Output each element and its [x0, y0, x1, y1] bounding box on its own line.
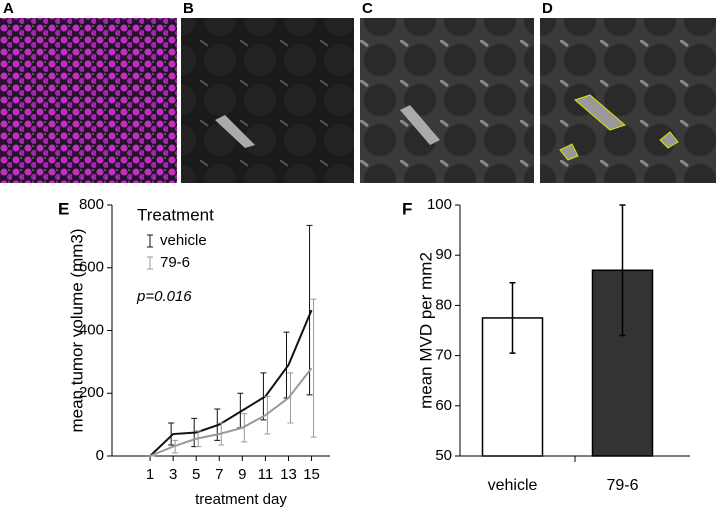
- panel-label: A: [3, 0, 14, 17]
- y-tick-label: 50: [435, 447, 452, 464]
- legend-swatch: [147, 256, 153, 270]
- error-bar: [509, 282, 516, 354]
- error-bar: [264, 395, 271, 435]
- y-tick-label: 100: [427, 196, 452, 213]
- legend-swatch: [147, 234, 153, 248]
- x-tick-label: 3: [169, 466, 177, 483]
- y-axis-label: mean tumor volume (mm3): [67, 228, 86, 432]
- line: [149, 309, 313, 457]
- line: [149, 367, 313, 457]
- legend-title: Treatment: [137, 205, 214, 224]
- legend-label: vehicle: [160, 232, 207, 249]
- micrograph: [360, 18, 534, 183]
- y-tick-label: 600: [79, 259, 104, 276]
- y-tick-label: 400: [79, 321, 104, 338]
- error-bar: [260, 372, 267, 421]
- vessel-outline: [559, 94, 679, 161]
- panel-label: E: [58, 199, 69, 218]
- y-tick-label: 800: [79, 196, 104, 213]
- annotation: p=0.016: [136, 288, 192, 305]
- x-axis-label: treatment day: [195, 491, 287, 508]
- y-tick-label: 200: [79, 384, 104, 401]
- error-bar: [287, 372, 294, 424]
- error-bar: [168, 422, 175, 446]
- x-tick-label: 15: [303, 466, 320, 483]
- error-bar: [310, 298, 317, 438]
- x-tick-label: 11: [258, 466, 274, 483]
- micrograph: [181, 18, 354, 183]
- x-tick-label: 1: [146, 466, 154, 483]
- x-tick-label: vehicle: [488, 477, 538, 494]
- panel-label: F: [402, 199, 412, 218]
- y-tick-label: 0: [96, 447, 104, 464]
- x-tick-label: 9: [238, 466, 246, 483]
- y-tick-label: 90: [435, 246, 452, 263]
- x-tick-label: 79-6: [606, 477, 638, 494]
- error-bar: [306, 224, 313, 396]
- y-axis-label: mean MVD per mm2: [416, 252, 435, 409]
- micrograph: [0, 18, 177, 183]
- panel-label: B: [183, 0, 194, 17]
- y-tick-label: 70: [435, 347, 452, 364]
- y-tick-label: 60: [435, 397, 452, 414]
- legend-label: 79-6: [160, 254, 190, 271]
- x-tick-label: 5: [192, 466, 200, 483]
- error-bar: [619, 204, 626, 337]
- panel-label: D: [542, 0, 553, 17]
- y-tick-label: 80: [435, 296, 452, 313]
- panel-label: C: [362, 0, 373, 17]
- x-tick-label: 7: [215, 466, 223, 483]
- x-tick-label: 13: [280, 466, 297, 483]
